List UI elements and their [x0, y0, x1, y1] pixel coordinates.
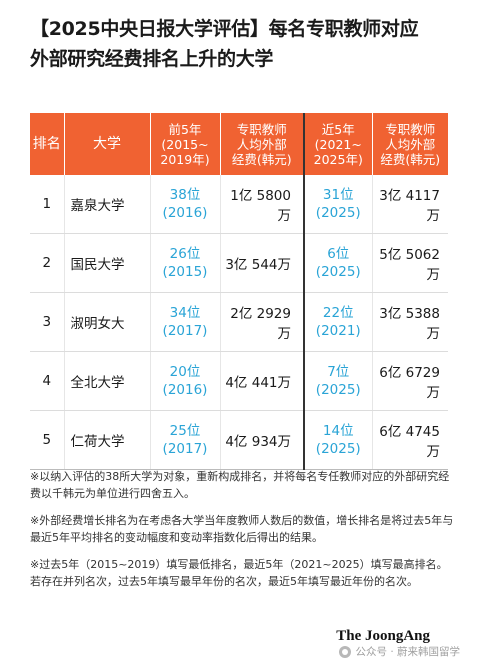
recent-rank-cell: 22位 (2021) — [303, 292, 372, 352]
header-recent-funding-line: 人均外部 — [385, 136, 436, 152]
university-name: 淑明女大 — [63, 292, 150, 352]
table-header-row: 排名 大学 前5年 (2015~ 2019年) 专职教师 人均外部 经费(韩元)… — [30, 113, 448, 175]
header-university: 大学 — [63, 113, 150, 175]
rank-number: 1 — [30, 175, 64, 234]
prev-rank-year: (2015) — [162, 264, 208, 280]
recent-rank: 6位 — [327, 246, 350, 262]
prev-rank-year: (2017) — [162, 323, 208, 339]
header-prev-funding-line: 专职教师 — [236, 121, 287, 137]
footnote: ※以纳入评估的38所大学为对象，重新构成排名，并将每名专任教师对应的外部研究经费… — [30, 470, 450, 500]
recent-rank-cell: 14位 (2025) — [303, 410, 372, 470]
table-row: 4 全北大学 20位 (2016) 4亿 441万 7位 (2025) 6亿 672… — [30, 351, 448, 411]
prev-rank-cell: 26位 (2015) — [149, 233, 220, 293]
prev-rank: 20位 — [169, 364, 201, 380]
footnotes: ※以纳入评估的38所大学为对象，重新构成排名，并将每名专任教师对应的外部研究经费… — [30, 468, 458, 600]
recent-rank: 22位 — [322, 305, 354, 321]
prev-funding: 2亿 2929万 — [219, 292, 304, 352]
recent-funding: 6亿 6729万 — [371, 351, 448, 411]
prev-funding: 1亿 5800万 — [219, 175, 304, 234]
header-prev-funding-line: 人均外部 — [236, 136, 287, 152]
recent-rank: 7位 — [327, 364, 350, 380]
table-row: 1 嘉泉大学 38位 (2016) 1亿 5800万 31位 (2025) 3亿 4… — [30, 175, 448, 234]
header-prev-funding-line: 经费(韩元) — [231, 151, 292, 167]
recent-rank: 14位 — [322, 423, 354, 439]
recent-rank-cell: 7位 (2025) — [303, 351, 372, 411]
rank-number: 2 — [30, 233, 64, 293]
recent-rank-year: (2025) — [315, 382, 361, 398]
prev-rank: 26位 — [169, 246, 201, 262]
rank-number: 3 — [30, 292, 64, 352]
header-recent-rank-line: (2021~ — [314, 136, 362, 152]
title-line-1: 【2025中央日报大学评估】每名专职教师对应 — [30, 18, 419, 40]
recent-funding: 5亿 5062万 — [371, 233, 448, 293]
rank-number: 5 — [30, 410, 64, 470]
article-title: 【2025中央日报大学评估】每名专职教师对应 外部研究经费排名上升的大学 — [30, 14, 460, 74]
header-prev-funding: 专职教师 人均外部 经费(韩元) — [219, 113, 304, 175]
header-recent-rank-line: 2025年) — [313, 151, 363, 167]
header-recent-rank: 近5年 (2021~ 2025年) — [303, 113, 372, 175]
header-prev-rank: 前5年 (2015~ 2019年) — [149, 113, 220, 175]
university-name: 国民大学 — [63, 233, 150, 293]
prev-rank-year: (2016) — [162, 382, 208, 398]
watermark-text: 公众号 · 蔚来韩国留学 — [355, 646, 460, 658]
header-recent-funding-line: 专职教师 — [385, 121, 436, 137]
recent-rank-cell: 31位 (2025) — [303, 175, 372, 234]
prev-funding: 3亿 544万 — [219, 233, 304, 293]
prev-rank-cell: 25位 (2017) — [149, 410, 220, 470]
watermark: 公众号 · 蔚来韩国留学 — [339, 644, 460, 659]
table-row: 5 仁荷大学 25位 (2017) 4亿 934万 14位 (2025) 6亿 47… — [30, 410, 448, 470]
recent-funding: 3亿 4117万 — [371, 175, 448, 234]
rank-number: 4 — [30, 351, 64, 411]
prev-funding: 4亿 934万 — [219, 410, 304, 470]
header-recent-funding-line: 经费(韩元) — [380, 151, 441, 167]
recent-funding: 3亿 5388万 — [371, 292, 448, 352]
recent-rank-year: (2025) — [315, 264, 361, 280]
header-recent-funding: 专职教师 人均外部 经费(韩元) — [371, 113, 448, 175]
header-prev-rank-line: (2015~ — [161, 136, 209, 152]
prev-rank-cell: 38位 (2016) — [149, 175, 220, 234]
recent-rank: 31位 — [322, 187, 354, 203]
prev-rank-year: (2017) — [162, 441, 208, 457]
footnote: ※外部经费增长排名为在考虑各大学当年度教师人数后的数值，增长排名是将过去5年与最… — [30, 514, 454, 544]
header-prev-rank-line: 前5年 — [168, 121, 202, 137]
prev-rank-year: (2016) — [162, 205, 208, 221]
prev-rank: 38位 — [169, 187, 201, 203]
recent-rank-cell: 6位 (2025) — [303, 233, 372, 293]
title-line-2: 外部研究经费排名上升的大学 — [30, 48, 274, 70]
prev-rank-cell: 34位 (2017) — [149, 292, 220, 352]
recent-rank-year: (2021) — [315, 323, 361, 339]
university-name: 嘉泉大学 — [63, 175, 150, 234]
recent-rank-year: (2025) — [315, 441, 361, 457]
recent-funding: 6亿 4745万 — [371, 410, 448, 470]
prev-funding: 4亿 441万 — [219, 351, 304, 411]
header-recent-rank-line: 近5年 — [321, 121, 355, 137]
brand-logo: The JoongAng — [336, 628, 430, 644]
university-name: 全北大学 — [63, 351, 150, 411]
prev-rank-cell: 20位 (2016) — [149, 351, 220, 411]
table-row: 2 国民大学 26位 (2015) 3亿 544万 6位 (2025) 5亿 506… — [30, 233, 448, 293]
recent-rank-year: (2025) — [315, 205, 361, 221]
university-name: 仁荷大学 — [63, 410, 150, 470]
wechat-icon — [339, 645, 352, 658]
prev-rank: 34位 — [169, 305, 201, 321]
ranking-table: 排名 大学 前5年 (2015~ 2019年) 专职教师 人均外部 经费(韩元)… — [30, 113, 448, 470]
prev-rank: 25位 — [169, 423, 201, 439]
header-prev-rank-line: 2019年) — [160, 151, 210, 167]
table-row: 3 淑明女大 34位 (2017) 2亿 2929万 22位 (2021) 3亿 5… — [30, 292, 448, 352]
footnote: ※过去5年（2015~2019）填写最低排名，最近5年（2021~2025）填写… — [30, 558, 448, 588]
header-rank: 排名 — [30, 113, 64, 175]
